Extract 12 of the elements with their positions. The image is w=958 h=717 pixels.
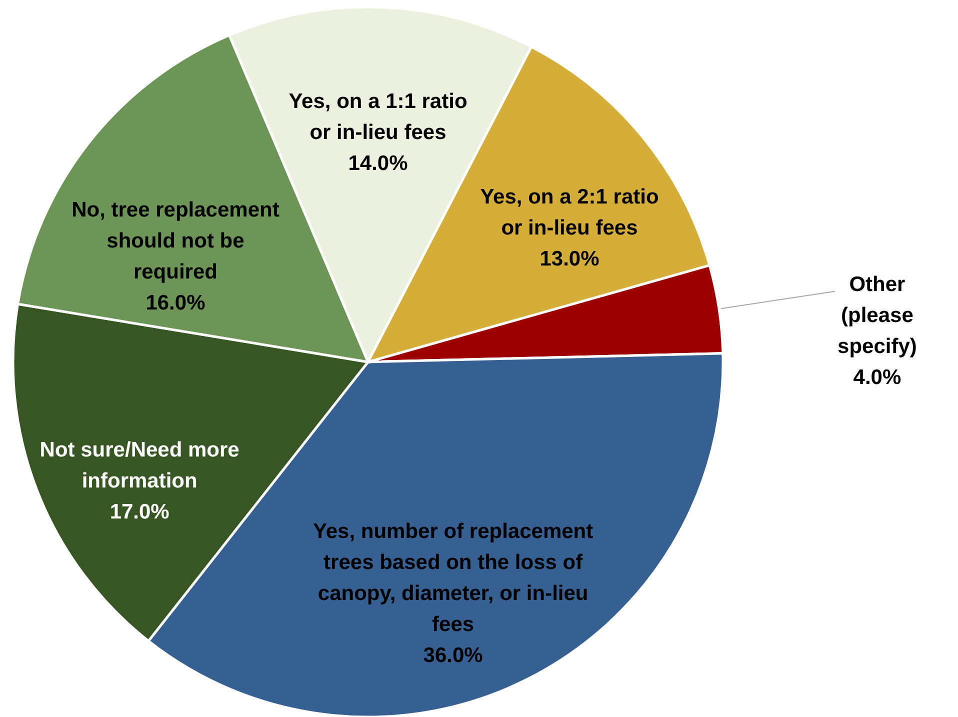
slice-label: Yes, number of replacement trees based on the loss of canopy, diameter, or in-lieu fees <box>313 520 594 636</box>
data-label: 14.0% <box>348 152 408 176</box>
slice-label: Yes, on a 2:1 ratio or in-lieu fees <box>480 186 659 240</box>
slice-label: No, tree replacement should not be required <box>72 198 280 284</box>
slice-label: Other (please specify) <box>838 272 917 358</box>
slice-label: Not sure/Need more information <box>40 438 240 493</box>
data-label: 17.0% <box>110 500 170 524</box>
data-label: 16.0% <box>146 291 206 314</box>
data-label: 36.0% <box>423 644 484 667</box>
slice-label: Yes, on a 1:1 ratio or in-lieu fees <box>288 90 468 144</box>
data-label: 13.0% <box>540 248 600 271</box>
data-label: 4.0% <box>853 366 902 389</box>
